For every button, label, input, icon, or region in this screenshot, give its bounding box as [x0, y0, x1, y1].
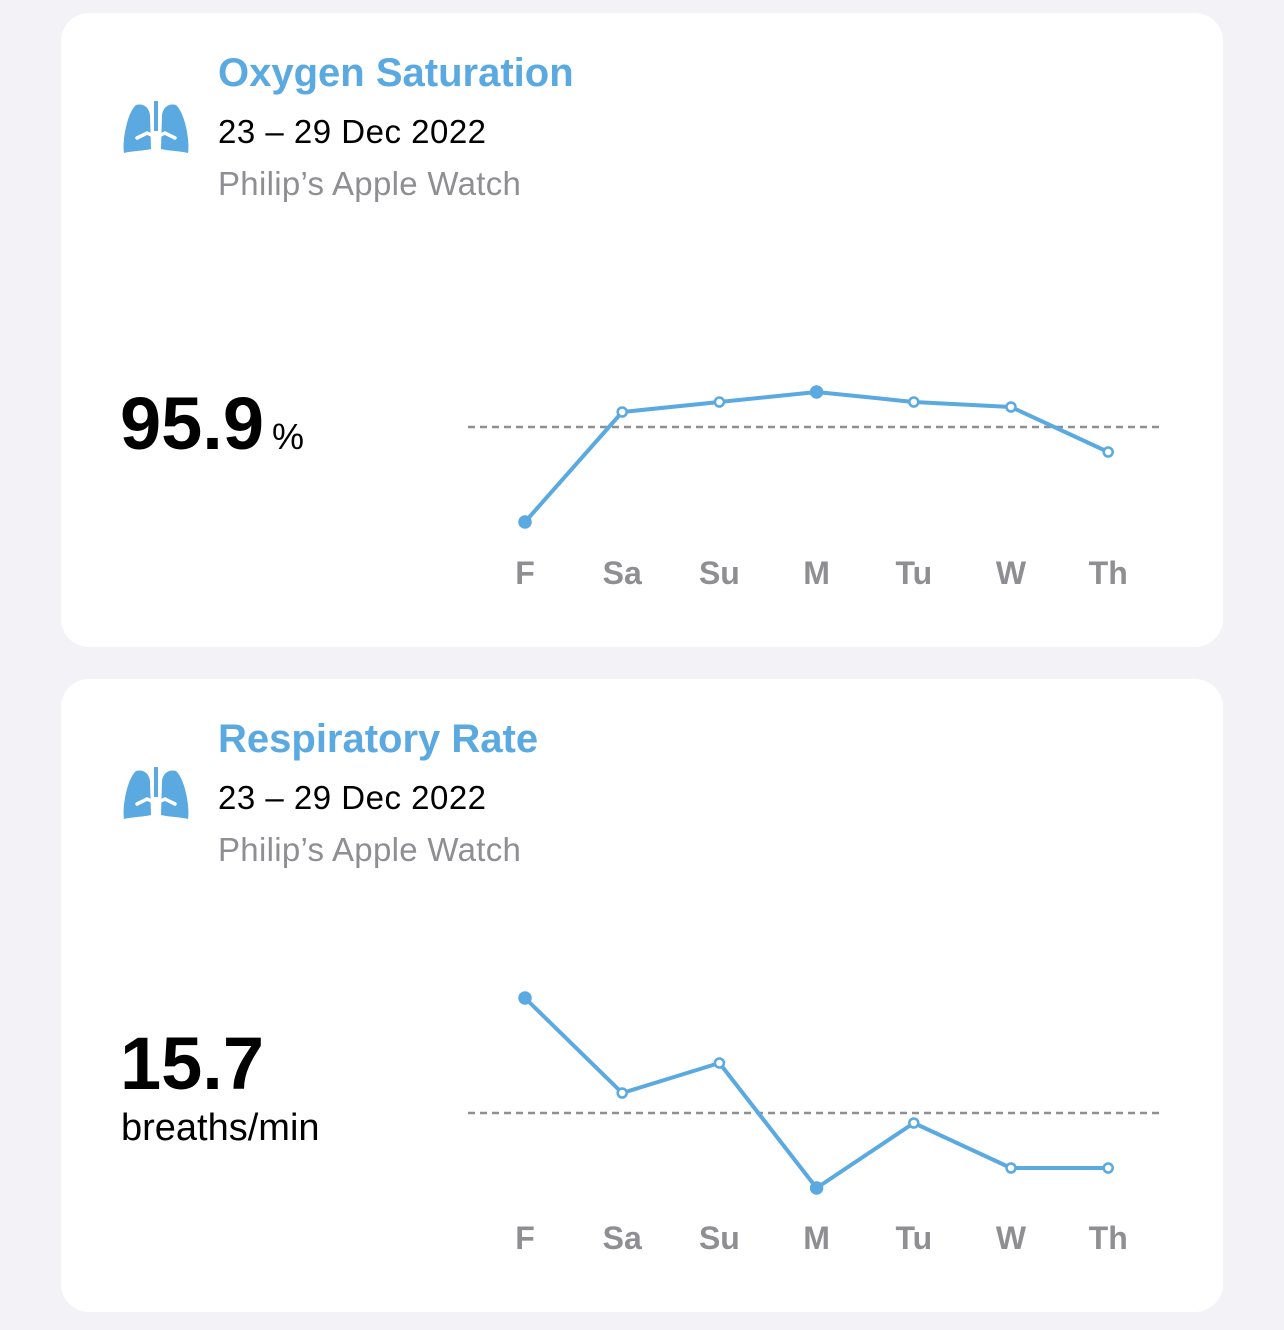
data-point [616, 406, 628, 418]
data-point [713, 396, 726, 408]
chart-title: Respiratory Rate [218, 717, 539, 761]
x-tick-label: F [515, 555, 535, 591]
x-tick-label: Sa [603, 555, 642, 591]
x-tick-label: Su [699, 555, 740, 591]
x-tick-label: Tu [895, 555, 932, 591]
series-line [523, 996, 1109, 1190]
data-point [616, 1087, 628, 1099]
summary-value: 15.7 [120, 1022, 265, 1105]
source-device: Philip’s Apple Watch [218, 165, 522, 202]
data-point [809, 1181, 824, 1195]
x-tick-label: M [803, 1220, 830, 1256]
data-point [713, 1057, 726, 1069]
x-tick-label: W [996, 555, 1027, 591]
data-point [1102, 446, 1114, 458]
value-text: 95.9 [120, 382, 265, 465]
series-line [523, 390, 1110, 524]
date-range: 23 – 29 Dec 2022 [218, 779, 487, 816]
data-point [809, 385, 824, 399]
data-point [908, 396, 920, 408]
x-tick-label: Th [1089, 1220, 1128, 1256]
data-point [1102, 1162, 1114, 1174]
respiratory-rate-card[interactable]: Respiratory Rate 23 – 29 Dec 2022 Philip… [61, 679, 1223, 1312]
unit-text: % [272, 416, 305, 457]
data-point [518, 515, 532, 529]
data-point [908, 1117, 920, 1129]
x-tick-label: M [803, 555, 830, 591]
x-tick-label: Tu [895, 1220, 932, 1256]
x-tick-label: Su [699, 1220, 740, 1256]
data-point [1005, 401, 1017, 413]
unit-text: breaths/min [121, 1107, 320, 1149]
oxygen-saturation-card[interactable]: Oxygen Saturation 23 – 29 Dec 2022 Phili… [61, 13, 1223, 647]
date-range: 23 – 29 Dec 2022 [218, 113, 487, 150]
summary-value: 95.9% [120, 381, 304, 466]
x-tick-label: Sa [603, 1220, 642, 1256]
x-tick-label: Th [1089, 555, 1128, 591]
x-tick-label: F [515, 1220, 535, 1256]
lungs-icon [123, 767, 189, 819]
source-device: Philip’s Apple Watch [218, 831, 522, 868]
x-tick-label: W [996, 1220, 1027, 1256]
data-point [518, 991, 532, 1005]
oxygen-line-chart: F Sa Su M Tu W Th [468, 385, 1160, 591]
lungs-icon [123, 101, 189, 153]
chart-title: Oxygen Saturation [218, 51, 574, 95]
data-point [1005, 1162, 1017, 1174]
respiratory-line-chart: F Sa Su M Tu W Th [468, 991, 1160, 1256]
